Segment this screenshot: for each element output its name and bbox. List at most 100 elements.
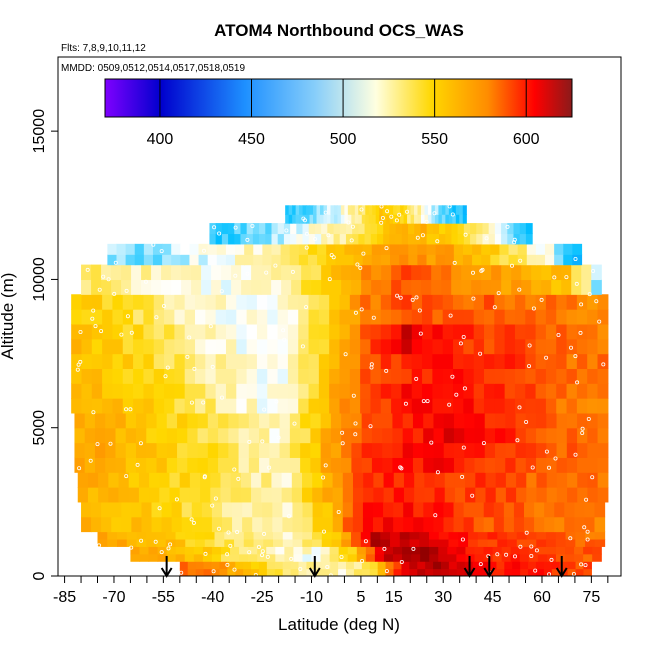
heatmap-cell (545, 398, 557, 414)
heatmap-cell (252, 501, 263, 518)
heatmap-cell (153, 353, 165, 369)
heatmap-cell (545, 368, 557, 384)
chart-subtitle-flights: Flts: 7,8,9,10,11,12 (61, 43, 146, 54)
sample-point (340, 441, 345, 446)
heatmap-cell (257, 553, 267, 562)
heatmap-cell (156, 412, 168, 429)
sample-point (591, 268, 596, 273)
sample-point (262, 407, 267, 412)
heatmap-cell (567, 568, 577, 576)
heatmap-cell (395, 223, 403, 235)
heatmap-cell (102, 309, 114, 325)
heatmap-cell (526, 254, 537, 266)
heatmap-cell (302, 531, 313, 540)
heatmap-cell (291, 472, 303, 488)
heatmap-cell (207, 243, 218, 255)
heatmap-cell (495, 412, 506, 429)
heatmap-cell (112, 383, 124, 399)
heatmap-cell (481, 254, 491, 266)
heatmap-cell (453, 353, 464, 369)
heatmap-cell (138, 487, 150, 503)
heatmap-cell (473, 501, 485, 518)
heatmap-cell (475, 472, 487, 488)
heatmap-cell (252, 223, 260, 235)
heatmap-cell (341, 264, 352, 281)
heatmap-cell (349, 338, 361, 355)
heatmap-cell (136, 538, 147, 547)
heatmap-cell (481, 243, 491, 255)
heatmap-cell (291, 279, 302, 295)
heatmap-cell (329, 338, 341, 355)
heatmap-cell (153, 368, 165, 384)
heatmap-cell (525, 323, 537, 340)
heatmap-cell (177, 412, 188, 429)
heatmap-cell (277, 368, 289, 384)
heatmap-cell (400, 205, 405, 215)
sample-point (547, 465, 552, 470)
heatmap-cell (283, 223, 291, 235)
sample-point (461, 334, 466, 339)
heatmap-cell (419, 538, 430, 547)
heatmap-cell (259, 412, 270, 429)
heatmap-cell (597, 338, 609, 355)
heatmap-cell (221, 223, 229, 235)
heatmap-cell (494, 294, 506, 310)
y-tick-label: 5000 (31, 410, 48, 446)
heatmap-cell (298, 243, 309, 255)
heatmap-cell (181, 516, 193, 533)
heatmap-cell (298, 254, 309, 266)
heatmap-cell (501, 279, 512, 295)
heatmap-cell (383, 487, 395, 503)
heatmap-cell (380, 538, 391, 547)
heatmap-cell (431, 214, 436, 224)
sample-point (129, 545, 134, 550)
sample-point (414, 376, 419, 381)
heatmap-cell (370, 338, 382, 355)
heatmap-cell (225, 243, 236, 255)
heatmap-cell (499, 243, 510, 255)
heatmap-cell (279, 427, 291, 444)
heatmap-cell (456, 546, 467, 555)
heatmap-cell (311, 546, 322, 555)
heatmap-cell (263, 531, 274, 540)
heatmap-cell (156, 427, 168, 444)
heatmap-cell (279, 457, 291, 473)
heatmap-cell (352, 501, 364, 518)
heatmap-cell (339, 338, 351, 355)
heatmap-cell (187, 457, 199, 473)
heatmap-cell (174, 368, 186, 384)
heatmap-cell (211, 264, 222, 281)
heatmap-cell (480, 568, 490, 576)
heatmap-cell (443, 442, 455, 458)
heatmap-cell (98, 472, 109, 488)
heatmap-cell (382, 205, 387, 215)
heatmap-cell (71, 338, 83, 355)
heatmap-cell (494, 223, 502, 235)
heatmap-cell (389, 205, 394, 215)
sample-point (585, 529, 590, 534)
heatmap-cell (252, 516, 263, 533)
heatmap-cell (483, 546, 494, 555)
colorbar (104, 78, 573, 118)
heatmap-cell (161, 501, 173, 518)
heatmap-cell (184, 323, 196, 340)
heatmap-cell (422, 398, 433, 414)
heatmap-cell (112, 323, 124, 340)
heatmap-cell (134, 243, 145, 255)
heatmap-cell (541, 279, 552, 295)
sample-point (97, 287, 102, 292)
heatmap-cell (262, 254, 273, 266)
heatmap-cell (269, 412, 281, 429)
heatmap-cell (215, 323, 227, 340)
heatmap-cell (269, 457, 281, 473)
heatmap-cell (438, 214, 443, 224)
heatmap-cell (463, 309, 475, 325)
heatmap-cell (277, 353, 289, 369)
heatmap-cell (136, 427, 147, 444)
heatmap-cell (91, 294, 103, 310)
heatmap-cell (71, 294, 83, 310)
sample-point (524, 530, 529, 535)
heatmap-cell (361, 205, 366, 215)
heatmap-cell (346, 561, 355, 570)
heatmap-cell (94, 457, 106, 473)
